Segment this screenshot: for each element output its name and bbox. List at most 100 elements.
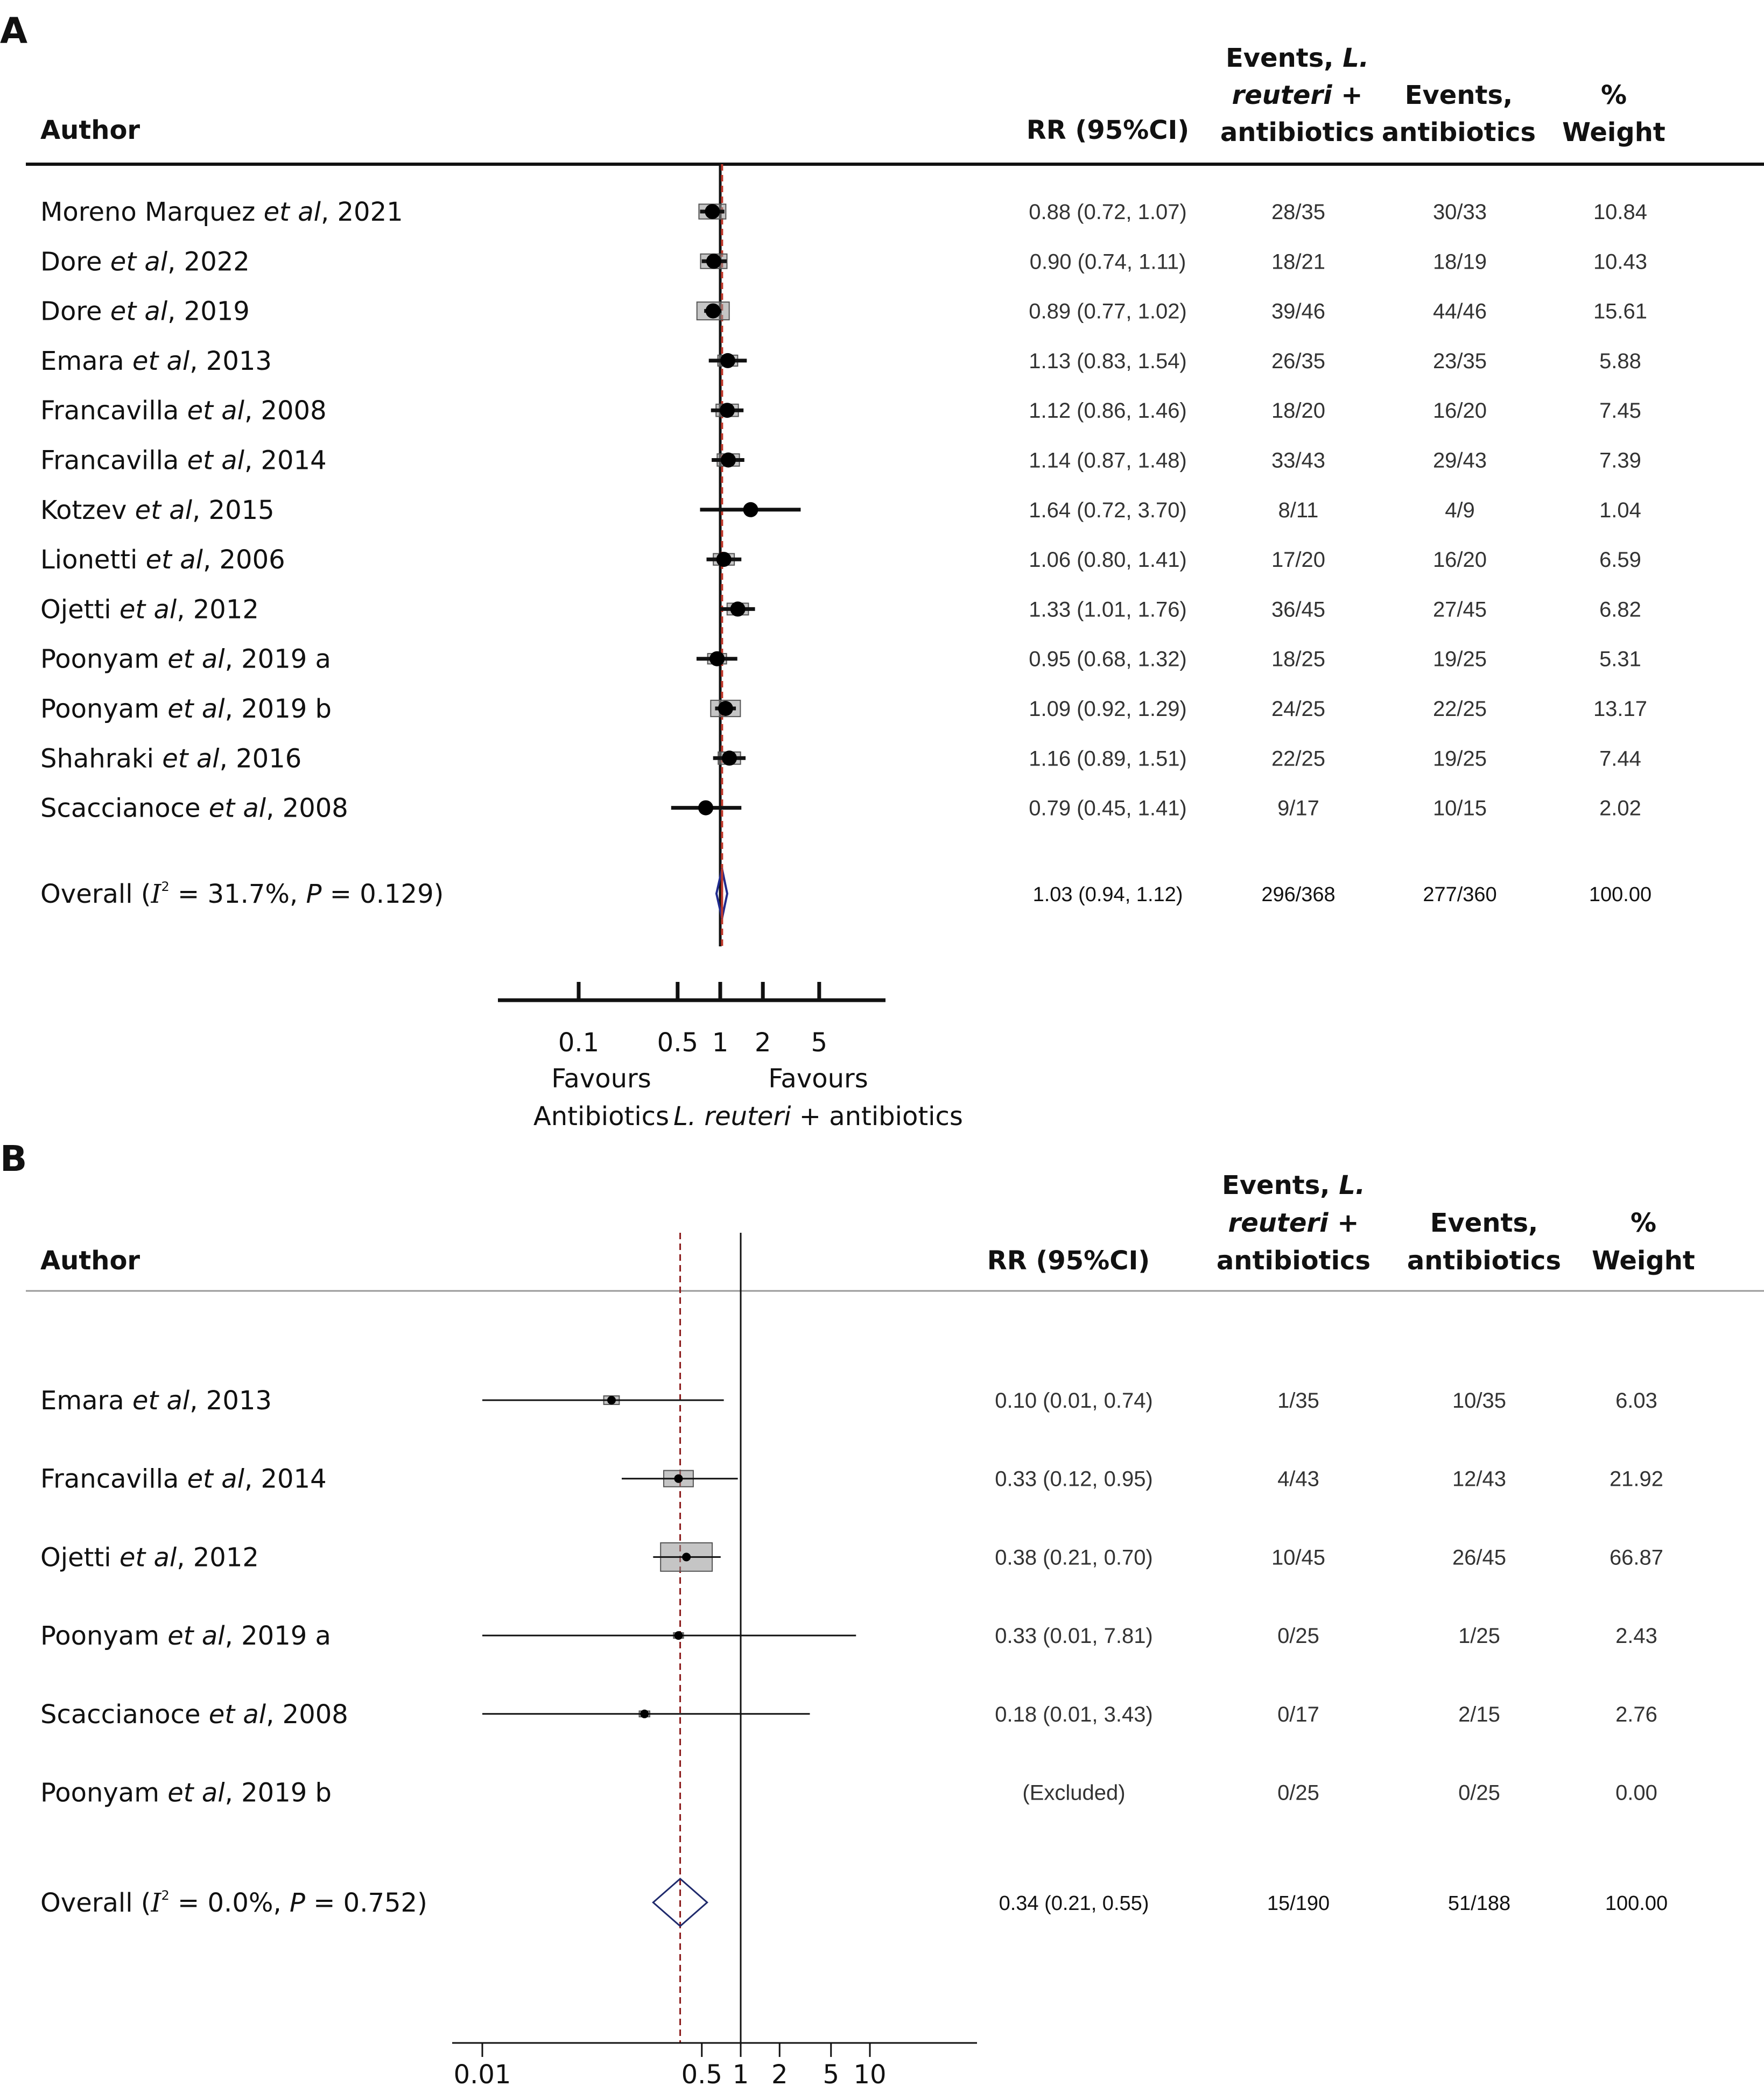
study-weight: 7.45 [1599,399,1641,423]
header-events-treatment: reuteri + [1228,1208,1359,1238]
study-rr-ci: 1.06 (0.80, 1.41) [1029,548,1187,572]
study-rr-ci: 0.79 (0.45, 1.41) [1029,797,1187,820]
study-weight: 10.43 [1593,250,1647,273]
favours-left-label: Favours [551,1064,651,1094]
study-point-estimate [674,1631,683,1640]
study-author: Ojetti [40,1542,120,1572]
study-row: Ojetti et al, 2012 1.33 (1.01, 1.76) 36/45… [40,594,1641,624]
overall-rr-ci: 1.03 (0.94, 1.12) [1033,883,1183,906]
panel-label: A [0,10,27,52]
study-et-al: et al [167,644,225,675]
study-label: Dore et al, 2019 [40,297,250,327]
overall-text: = 31.7%, [170,879,306,909]
study-events-treatment: 10/45 [1271,1546,1325,1569]
x-axis-tick-label: 1 [733,2060,749,2090]
study-events-treatment: 0/25 [1277,1781,1319,1805]
x-axis-tick-label: 5 [811,1028,828,1058]
header-events-treatment: reuteri + [1232,80,1363,110]
overall-events-treatment: 296/368 [1261,883,1335,906]
study-year: , 2006 [203,545,285,575]
overall-i2-superscript: 2 [161,1888,170,1903]
study-rr-ci: 1.14 (0.87, 1.48) [1029,449,1187,473]
header-weight: Weight [1592,1246,1695,1276]
study-et-al: et al [187,1464,245,1494]
study-label: Scaccianoce et al, 2008 [40,1699,348,1730]
header-events-treatment: antibiotics [1220,117,1374,148]
favours-right-italic: L. reuteri [673,1101,791,1132]
study-et-al: et al [162,743,220,774]
study-point-estimate [720,452,736,468]
study-weight: 66.87 [1610,1546,1663,1569]
study-author: Emara [40,1386,132,1416]
study-events-control: 27/45 [1433,598,1487,621]
overall-text: Overall ( [40,879,151,909]
favours-right-label: Favours [768,1064,868,1094]
study-year: , 2012 [177,1542,259,1572]
header-italic-part: L. [1339,1170,1365,1200]
study-events-control: 19/25 [1433,747,1487,770]
study-rr-ci: 0.95 (0.68, 1.32) [1029,648,1187,671]
header-italic-part: L. [1343,43,1369,73]
study-author: Scaccianoce [40,1699,209,1730]
study-label: Ojetti et al, 2012 [40,1542,259,1572]
x-axis-tick-label: 2 [771,2060,788,2090]
study-author: Poonyam [40,1778,167,1808]
study-weight: 6.82 [1599,598,1641,621]
study-events-control: 22/25 [1433,697,1487,721]
study-weight: 6.03 [1615,1389,1657,1413]
study-events-control: 10/15 [1433,797,1487,820]
study-events-control: 12/43 [1452,1467,1506,1491]
header-rr: RR (95%CI) [1027,115,1189,145]
overall-diamond [715,868,728,919]
study-events-treatment: 4/43 [1277,1467,1319,1491]
overall-events-treatment: 15/190 [1267,1892,1330,1915]
study-events-control: 29/43 [1433,449,1487,473]
study-weight: 7.44 [1599,747,1641,770]
x-axis-tick-label: 0.1 [558,1028,599,1058]
study-author: Emara [40,346,132,376]
overall-text: = 0.129) [321,879,444,909]
panel-label: B [0,1138,27,1179]
study-rr-ci: 1.12 (0.86, 1.46) [1029,399,1187,423]
study-events-control: 30/33 [1433,200,1487,224]
overall-text: Overall ( [40,1888,151,1918]
study-events-treatment: 33/43 [1271,449,1325,473]
study-year: , 2012 [177,594,259,624]
study-label: Poonyam et al, 2019 b [40,694,332,724]
study-events-control: 16/20 [1433,548,1487,572]
study-point-estimate [716,552,732,567]
study-events-control: 1/25 [1458,1624,1500,1648]
study-label: Francavilla et al, 2014 [40,1464,327,1494]
study-et-al: et al [110,247,168,277]
study-year: , 2015 [192,495,275,525]
study-rr-ci: 1.33 (1.01, 1.76) [1029,598,1187,621]
study-author: Francavilla [40,446,187,476]
study-et-al: et al [132,346,190,376]
panel-a: A Author RR (95%CI) Events, L. reuteri + anti… [0,10,1764,1132]
study-label: Lionetti et al, 2006 [40,545,285,575]
study-events-treatment: 1/35 [1277,1389,1319,1413]
study-point-estimate [709,651,725,666]
overall-row: Overall (I2 = 0.0%, P = 0.752) 0.34 (0.21… [40,1878,1668,1927]
study-label: Francavilla et al, 2008 [40,396,327,426]
study-weight: 13.17 [1593,697,1647,721]
overall-text: = 0.752) [305,1888,427,1918]
study-author: Shahraki [40,743,162,774]
study-et-al: et al [167,694,225,724]
overall-events-control: 51/188 [1448,1892,1510,1915]
study-row: Shahraki et al, 2016 1.16 (0.89, 1.51) 22/… [40,743,1641,774]
study-events-control: 44/46 [1433,300,1487,324]
header-weight: % [1601,80,1627,110]
study-rr-ci: 1.64 (0.72, 3.70) [1029,498,1187,522]
study-events-treatment: 8/11 [1278,498,1319,522]
study-et-al: et al [209,793,266,824]
study-point-estimate [730,601,746,617]
study-events-treatment: 17/20 [1271,548,1325,572]
study-et-al: et al [135,495,193,525]
study-point-estimate [698,800,714,816]
x-axis-tick-label: 1 [712,1028,729,1058]
study-row: Poonyam et al, 2019 b 1.09 (0.92, 1.29) 24… [40,694,1647,724]
study-row: Lionetti et al, 2006 1.06 (0.80, 1.41) 17/… [40,545,1641,575]
study-author: Scaccianoce [40,793,209,824]
overall-i2-symbol: I [151,1888,162,1918]
